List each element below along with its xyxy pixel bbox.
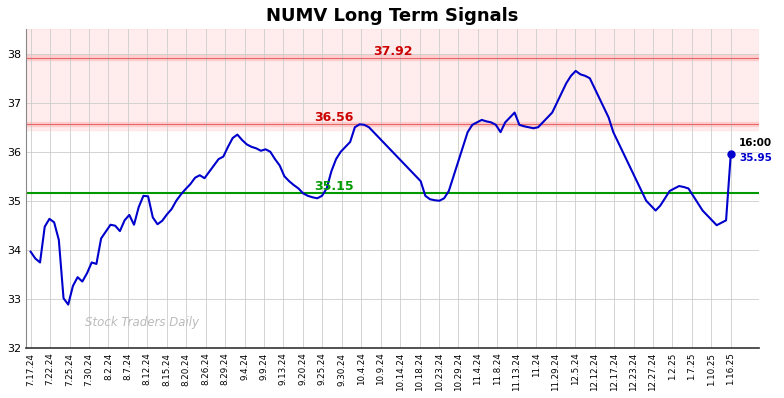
Text: Stock Traders Daily: Stock Traders Daily	[85, 316, 198, 329]
Text: 35.95: 35.95	[739, 153, 772, 163]
Bar	[26, 55, 759, 60]
Title: NUMV Long Term Signals: NUMV Long Term Signals	[267, 7, 519, 25]
Text: 16:00: 16:00	[739, 138, 772, 148]
Text: 37.92: 37.92	[372, 45, 412, 58]
Bar	[26, 122, 759, 126]
Text: 35.15: 35.15	[314, 180, 354, 193]
Bar	[26, 29, 759, 130]
Text: 36.56: 36.56	[314, 111, 354, 124]
